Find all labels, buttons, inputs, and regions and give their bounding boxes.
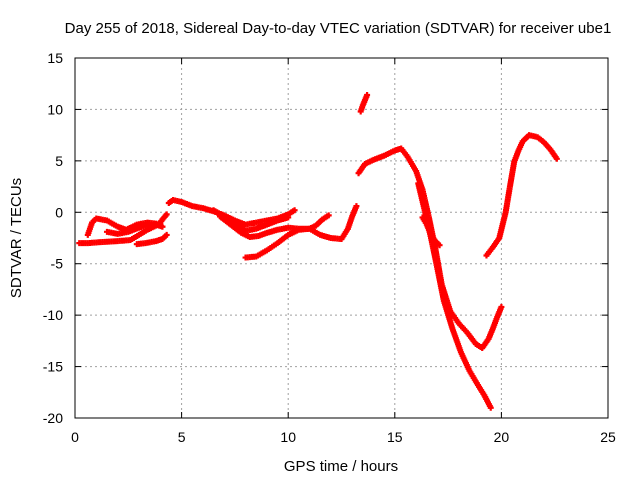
x-tick-label: 15: [387, 429, 403, 445]
data-series: [133, 231, 170, 248]
axis-ticks: 0 5 10 15 20 25 -20 -15 -10 -5 0 5 10 15: [43, 50, 616, 445]
x-axis-label: GPS time / hours: [284, 458, 398, 475]
data-point: [353, 203, 360, 210]
data-point: [163, 211, 170, 218]
data-point: [553, 155, 560, 162]
y-tick-label: 10: [47, 101, 63, 117]
y-tick-label: -10: [43, 307, 63, 323]
data-point: [285, 214, 292, 221]
y-tick-label: 5: [55, 153, 63, 169]
data-point: [364, 92, 371, 99]
x-tick-label: 0: [71, 429, 79, 445]
x-tick-label: 25: [600, 429, 616, 445]
y-tick-label: -15: [43, 359, 63, 375]
x-tick-label: 20: [494, 429, 510, 445]
data-series: [355, 145, 505, 352]
y-tick-label: 15: [47, 50, 63, 66]
chart-title: Day 255 of 2018, Sidereal Day-to-day VTE…: [65, 20, 612, 37]
data-point: [487, 404, 494, 411]
data-point: [436, 242, 443, 249]
data-series: [242, 203, 360, 261]
y-axis-label: SDTVAR / TECUs: [8, 178, 25, 298]
data-point: [159, 223, 166, 230]
data-series: [415, 180, 494, 411]
x-tick-label: 10: [280, 429, 296, 445]
data-point: [325, 212, 332, 219]
grid: [75, 58, 608, 418]
data-point: [163, 231, 170, 238]
data-point: [291, 207, 298, 214]
data-series: [103, 221, 166, 237]
y-tick-label: 0: [55, 204, 63, 220]
y-tick-label: -20: [43, 410, 63, 426]
data-series: [483, 132, 560, 259]
data-series: [357, 92, 371, 115]
data-point: [498, 303, 505, 310]
x-tick-label: 5: [178, 429, 186, 445]
data-points: [76, 92, 560, 411]
y-tick-label: -5: [51, 256, 64, 272]
data-series: [419, 214, 443, 249]
plot-frame: [74, 57, 609, 419]
